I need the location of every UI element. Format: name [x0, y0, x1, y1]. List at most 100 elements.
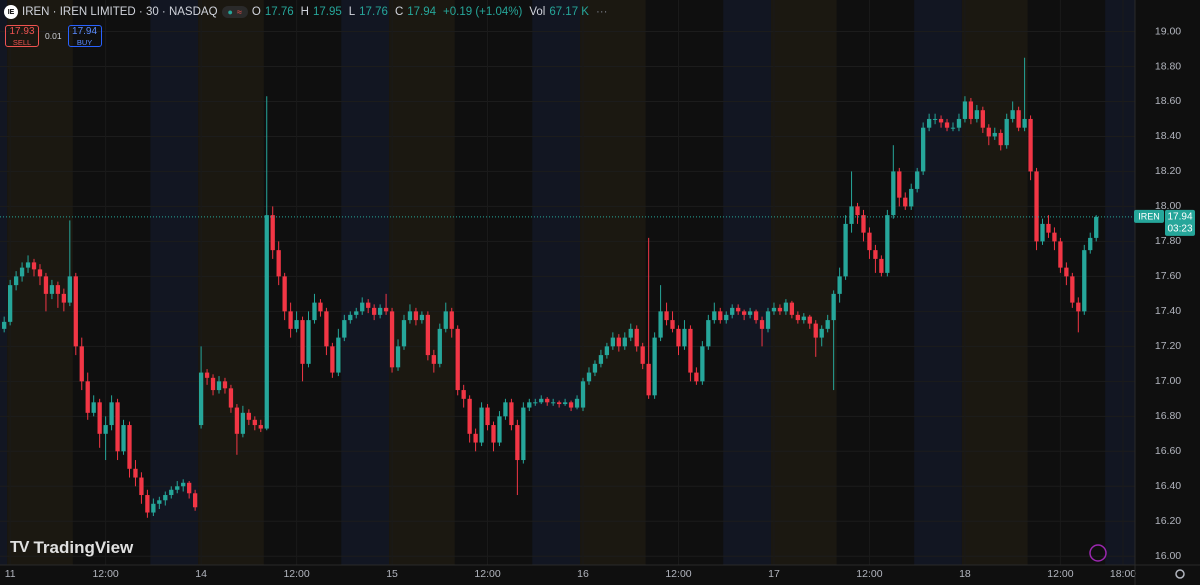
candle-body: [694, 372, 699, 382]
candle-body: [240, 412, 246, 434]
candle-body: [867, 232, 872, 251]
candle-body: [163, 495, 168, 501]
candle-body: [831, 293, 836, 321]
ohlc-value: 17.95: [312, 6, 342, 18]
candle-body: [461, 390, 466, 399]
candle-body: [485, 407, 490, 426]
premarket-band: [389, 0, 455, 565]
candle-body: [640, 346, 645, 364]
candle-body: [389, 311, 395, 368]
symbol[interactable]: IREN · IREN LIMITED · 30 · NASDAQ: [22, 6, 218, 18]
sell-label: SELL: [12, 38, 32, 47]
candle-body: [181, 482, 186, 487]
candle-body: [1076, 302, 1081, 312]
candle-body: [586, 372, 592, 382]
candle-body: [915, 171, 920, 189]
candle-body: [676, 328, 681, 347]
candle-body: [879, 258, 884, 273]
candle-body: [401, 320, 407, 347]
buy-button[interactable]: 17.94 BUY: [67, 25, 102, 47]
y-tick-label: 18.80: [1155, 60, 1181, 72]
candle-body: [198, 372, 204, 426]
sell-button[interactable]: 17.93 SELL: [5, 25, 39, 47]
candle-body: [783, 302, 789, 312]
candle-body: [885, 215, 890, 273]
candle-body: [67, 276, 72, 303]
candle-body: [819, 328, 824, 338]
candle-body: [425, 314, 431, 356]
premarket-band: [580, 0, 646, 565]
candle-body: [921, 127, 926, 172]
candle-body: [2, 321, 7, 329]
y-tick-label: 16.60: [1155, 445, 1181, 457]
status-pill: ● ≈: [221, 6, 248, 18]
candle-body: [539, 398, 544, 403]
candle-body: [479, 407, 484, 443]
candle-body: [556, 402, 562, 405]
settings-icon: [1175, 569, 1185, 579]
x-tick-label: 12:00: [665, 568, 691, 580]
candle-body: [795, 314, 800, 321]
candle-body: [515, 425, 520, 461]
candle-body: [545, 398, 550, 403]
candle-body: [139, 477, 144, 496]
y-tick-label: 16.20: [1155, 515, 1181, 527]
candle-body: [551, 402, 556, 404]
ohlc-value: 17.94: [407, 6, 437, 18]
legend: IE IREN · IREN LIMITED · 30 · NASDAQ ● ≈ …: [4, 3, 607, 21]
x-tick-label: 12:00: [856, 568, 882, 580]
candle-body: [998, 132, 1003, 146]
candle-body: [962, 101, 968, 119]
symbol-tag-label: IREN: [1138, 211, 1160, 221]
candle-body: [801, 316, 806, 321]
y-tick-label: 17.20: [1155, 340, 1181, 352]
candle-body: [849, 206, 854, 224]
candle-body: [437, 328, 442, 364]
candle-body: [747, 311, 753, 315]
candle-body: [121, 425, 126, 452]
candle-body: [85, 381, 90, 413]
y-tick-label: 19.00: [1155, 25, 1181, 37]
candle-body: [133, 468, 138, 478]
x-tick-label: 15: [386, 568, 398, 580]
candle-body: [652, 337, 657, 396]
buy-price: 17.94: [72, 26, 98, 37]
y-tick-label: 17.40: [1155, 305, 1181, 317]
candle-body: [145, 495, 150, 513]
candle-body: [580, 381, 586, 408]
candle-body: [658, 311, 663, 338]
candle-body: [109, 402, 114, 426]
candle-body: [330, 346, 335, 373]
candle-body: [443, 311, 448, 329]
y-tick-label: 16.40: [1155, 480, 1181, 492]
candle-body: [1052, 232, 1057, 242]
candle-body: [861, 215, 866, 233]
candle-body: [568, 402, 574, 408]
trade-panel: 17.93 SELL 0.01 17.94 BUY: [5, 25, 102, 47]
candle-body: [1058, 241, 1063, 268]
candle-body: [986, 127, 991, 137]
candle-body: [216, 381, 222, 391]
candle-body: [407, 311, 413, 321]
volume-label: Vol: [529, 6, 546, 18]
candle-body: [944, 122, 950, 128]
candle-body: [592, 363, 598, 373]
candle-body: [413, 311, 419, 321]
more[interactable]: ···: [595, 6, 608, 18]
candle-body: [610, 337, 616, 347]
candle-body: [628, 328, 633, 338]
candle-body: [491, 425, 496, 443]
candle-body: [837, 276, 842, 294]
after-hours-band: [0, 0, 8, 565]
candle-body: [736, 307, 741, 312]
candle-body: [467, 398, 472, 434]
candle-body: [157, 500, 162, 504]
candle-body: [1022, 118, 1027, 128]
after-hours-band: [914, 0, 962, 565]
candle-body: [1040, 223, 1045, 242]
candle-body: [980, 110, 985, 128]
candle-body: [521, 407, 526, 461]
candle-body: [264, 215, 269, 429]
after-hours-band: [150, 0, 199, 565]
candle-body: [7, 285, 13, 322]
